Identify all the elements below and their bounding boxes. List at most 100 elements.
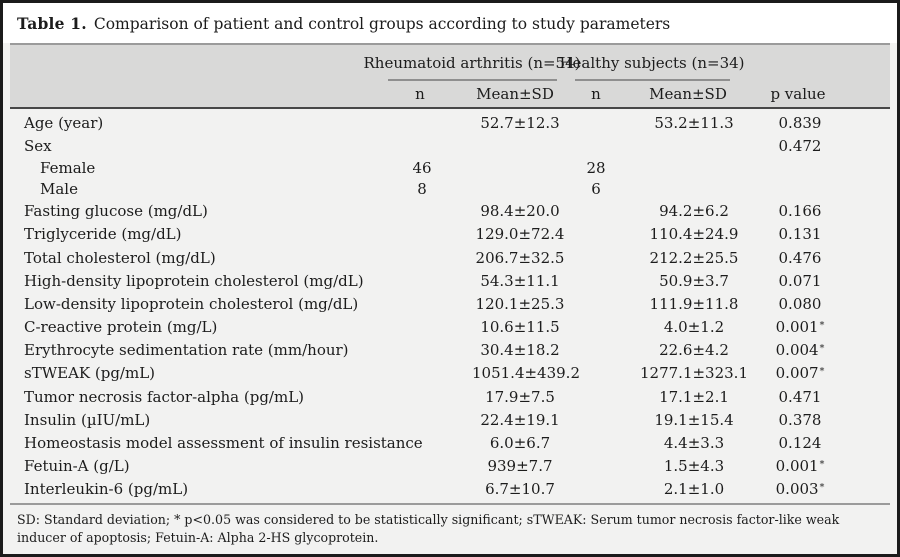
table-row: Triglyceride (mg/dL) 129.0±72.4 110.4±24.9… — [10, 224, 890, 244]
table-row: High-density lipoprotein cholesterol (mg… — [10, 271, 890, 291]
table-row: sTWEAK (pg/mL) 1051.4±439.2 1277.1±323.1 0.… — [10, 363, 890, 383]
row-label: Age (year) — [24, 113, 104, 132]
p-value-text: 0.080 — [778, 294, 822, 313]
cell-mean-sd-hs: 94.2±6.2 — [659, 202, 729, 221]
cell-mean-sd-ra: 1051.4±439.2 — [472, 364, 580, 383]
p-value-text: 0.001 — [775, 318, 819, 337]
table-title-label: Table 1. — [17, 14, 87, 33]
table-row: C-reactive protein (mg/L) 10.6±11.5 4.0±1.… — [10, 317, 890, 337]
cell-mean-sd-ra: 120.1±25.3 — [475, 294, 565, 313]
row-label: sTWEAK (pg/mL) — [24, 364, 156, 383]
cell-n-hs: 6 — [591, 180, 601, 199]
header-divider — [10, 107, 890, 110]
row-label: C-reactive protein (mg/L) — [24, 318, 218, 337]
row-label: Triglyceride (mg/dL) — [24, 225, 182, 244]
cell-mean-sd-ra: 206.7±32.5 — [475, 248, 565, 267]
p-value-text: 0.004 — [775, 341, 819, 360]
cell-mean-sd-hs: 19.1±15.4 — [654, 410, 734, 429]
cell-p-value: 0.071 — [764, 272, 836, 290]
table-body: Age (year) 52.7±12.3 53.2±11.3 0.839 Sex 0.47… — [3, 109, 897, 503]
p-value-text: 0.007 — [775, 364, 819, 383]
significance-asterisk: * — [819, 458, 825, 470]
cell-mean-sd-ra: 6.0±6.7 — [489, 433, 551, 452]
cell-p-value: 0.003* — [764, 480, 836, 498]
table-title: Table 1. Comparison of patient and contro… — [3, 3, 897, 44]
table-row: Fetuin-A (g/L) 939±7.7 1.5±4.3 0.001* — [10, 456, 890, 476]
p-value-text: 0.476 — [778, 248, 822, 267]
table-header: Rheumatoid arthritis (n=54) Healthy subj… — [10, 45, 890, 108]
table-row: Female 46 28 — [10, 159, 890, 177]
row-label: Fasting glucose (mg/dL) — [24, 202, 208, 221]
significance-asterisk: * — [819, 319, 825, 331]
table-row: Insulin (µIU/mL) 22.4±19.1 19.1±15.4 0.378 — [10, 410, 890, 430]
group-underline-rheumatoid-arthritis — [388, 79, 557, 82]
row-label: Total cholesterol (mg/dL) — [24, 248, 216, 267]
cell-p-value: 0.124 — [764, 434, 836, 452]
cell-p-value: 0.839 — [764, 114, 836, 132]
p-value-text: 0.001 — [775, 457, 819, 476]
cell-mean-sd-hs: 1277.1±323.1 — [640, 364, 748, 383]
p-value-text: 0.471 — [778, 387, 822, 406]
cell-n-hs: 28 — [586, 158, 606, 177]
cell-mean-sd-ra: 17.9±7.5 — [485, 387, 555, 406]
table-row: Male 8 6 — [10, 180, 890, 198]
cell-mean-sd-ra: 939±7.7 — [487, 457, 553, 476]
cell-mean-sd-ra: 30.4±18.2 — [480, 341, 560, 360]
row-label: Erythrocyte sedimentation rate (mm/hour) — [24, 341, 349, 360]
cell-n-ra: 46 — [412, 158, 432, 177]
cell-mean-sd-hs: 4.0±1.2 — [663, 318, 725, 337]
cell-mean-sd-hs: 4.4±3.3 — [663, 433, 725, 452]
cell-p-value: 0.001* — [764, 457, 836, 475]
column-header-mean-sd-hs: Mean±SD — [649, 85, 727, 104]
table-row: Homeostasis model assessment of insulin … — [10, 433, 890, 453]
p-value-text: 0.131 — [778, 225, 822, 244]
row-label: Male — [40, 180, 78, 199]
column-header-n-ra: n — [415, 85, 425, 104]
column-header-mean-sd-ra: Mean±SD — [476, 85, 554, 104]
group-underline-healthy-subjects — [575, 79, 730, 82]
cell-p-value: 0.131 — [764, 225, 836, 243]
cell-n-ra: 8 — [417, 180, 427, 199]
table-row: Total cholesterol (mg/dL) 206.7±32.5 212.2… — [10, 248, 890, 268]
column-header-n-hs: n — [591, 85, 601, 104]
row-label: Fetuin-A (g/L) — [24, 457, 130, 476]
cell-p-value: 0.476 — [764, 249, 836, 267]
p-value-text: 0.472 — [778, 136, 822, 155]
row-label: High-density lipoprotein cholesterol (mg… — [24, 271, 364, 290]
p-value-text: 0.071 — [778, 271, 822, 290]
cell-p-value: 0.080 — [764, 295, 836, 313]
significance-asterisk: * — [819, 365, 825, 377]
cell-mean-sd-ra: 129.0±72.4 — [475, 225, 565, 244]
p-value-text: 0.839 — [778, 113, 822, 132]
cell-mean-sd-hs: 111.9±11.8 — [649, 294, 739, 313]
table-row: Tumor necrosis factor-alpha (pg/mL) 17.9±… — [10, 387, 890, 407]
cell-p-value: 0.001* — [764, 318, 836, 336]
table-row: Low-density lipoprotein cholesterol (mg/… — [10, 294, 890, 314]
column-header-p-value: p value — [770, 85, 826, 104]
cell-mean-sd-ra: 22.4±19.1 — [480, 410, 560, 429]
row-label: Interleukin-6 (pg/mL) — [24, 480, 189, 499]
cell-mean-sd-hs: 53.2±11.3 — [654, 113, 734, 132]
p-value-text: 0.378 — [778, 410, 822, 429]
footnote-divider — [10, 503, 890, 506]
cell-mean-sd-hs: 2.1±1.0 — [663, 480, 725, 499]
cell-p-value: 0.472 — [764, 137, 836, 155]
cell-mean-sd-ra: 54.3±11.1 — [480, 271, 560, 290]
table-footnote: SD: Standard deviation; * p<0.05 was con… — [17, 512, 840, 545]
row-label: Female — [40, 158, 96, 177]
row-label: Homeostasis model assessment of insulin … — [24, 433, 423, 452]
cell-mean-sd-hs: 1.5±4.3 — [663, 457, 725, 476]
cell-p-value: 0.166 — [764, 202, 836, 220]
cell-mean-sd-ra: 6.7±10.7 — [485, 480, 555, 499]
cell-mean-sd-hs: 110.4±24.9 — [649, 225, 739, 244]
cell-mean-sd-hs: 50.9±3.7 — [659, 271, 729, 290]
row-label: Tumor necrosis factor-alpha (pg/mL) — [24, 387, 305, 406]
significance-asterisk: * — [819, 342, 825, 354]
cell-mean-sd-ra: 10.6±11.5 — [480, 318, 560, 337]
cell-p-value: 0.378 — [764, 411, 836, 429]
table-title-text: Comparison of patient and control groups… — [93, 15, 671, 33]
table-row: Erythrocyte sedimentation rate (mm/hour)… — [10, 340, 890, 360]
p-value-text: 0.166 — [778, 202, 822, 221]
cell-p-value: 0.007* — [764, 364, 836, 382]
